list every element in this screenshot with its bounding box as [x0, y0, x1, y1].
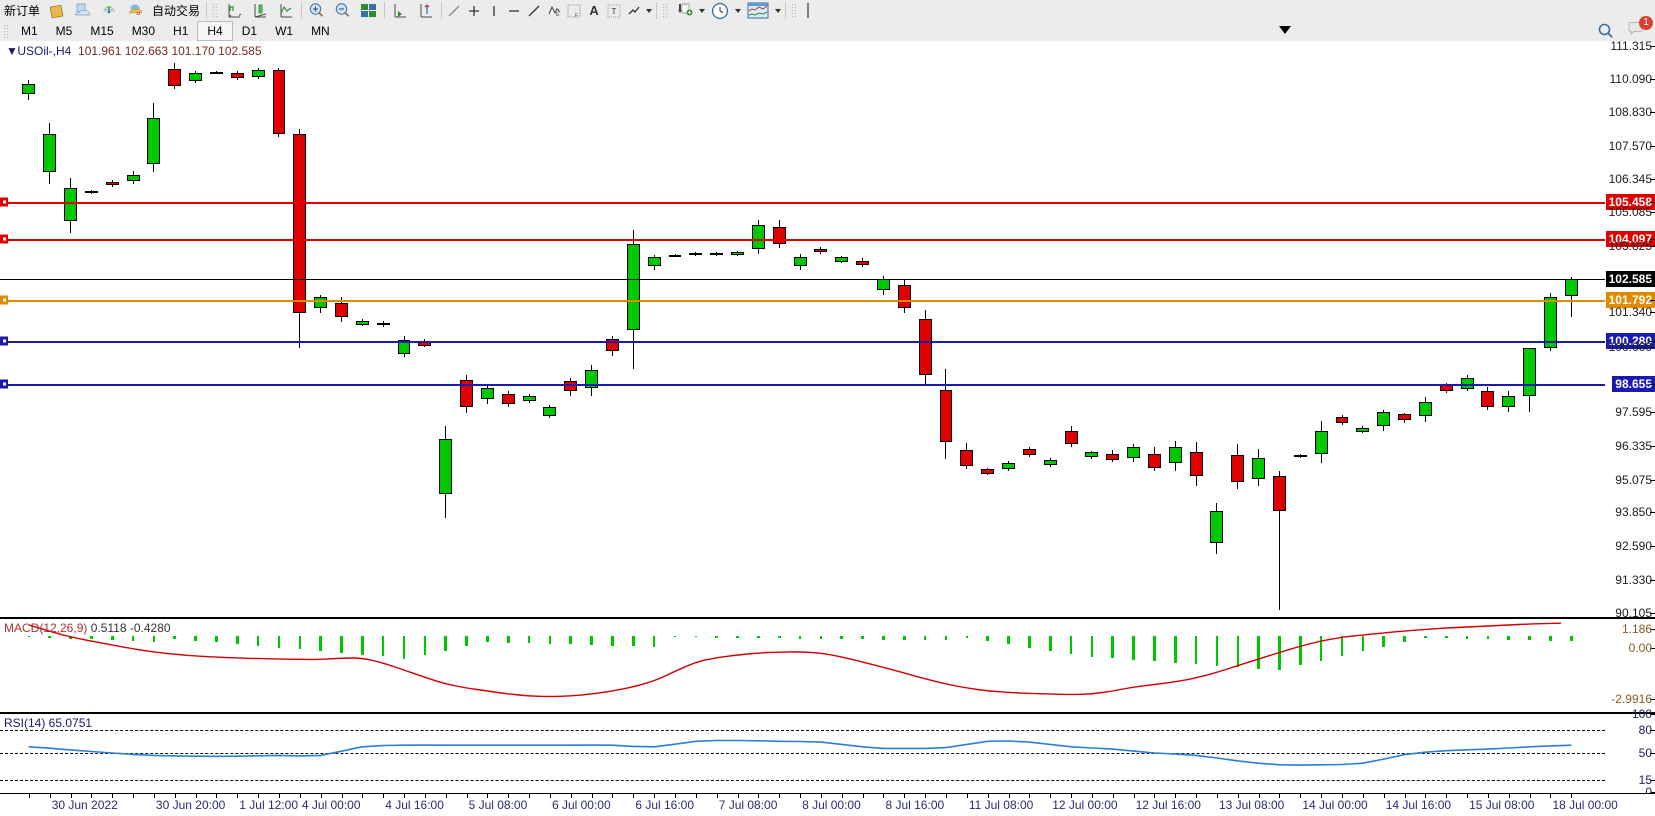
svg-text:E: E — [556, 12, 560, 17]
svg-text:F: F — [575, 13, 578, 18]
svg-text:T: T — [612, 7, 617, 16]
